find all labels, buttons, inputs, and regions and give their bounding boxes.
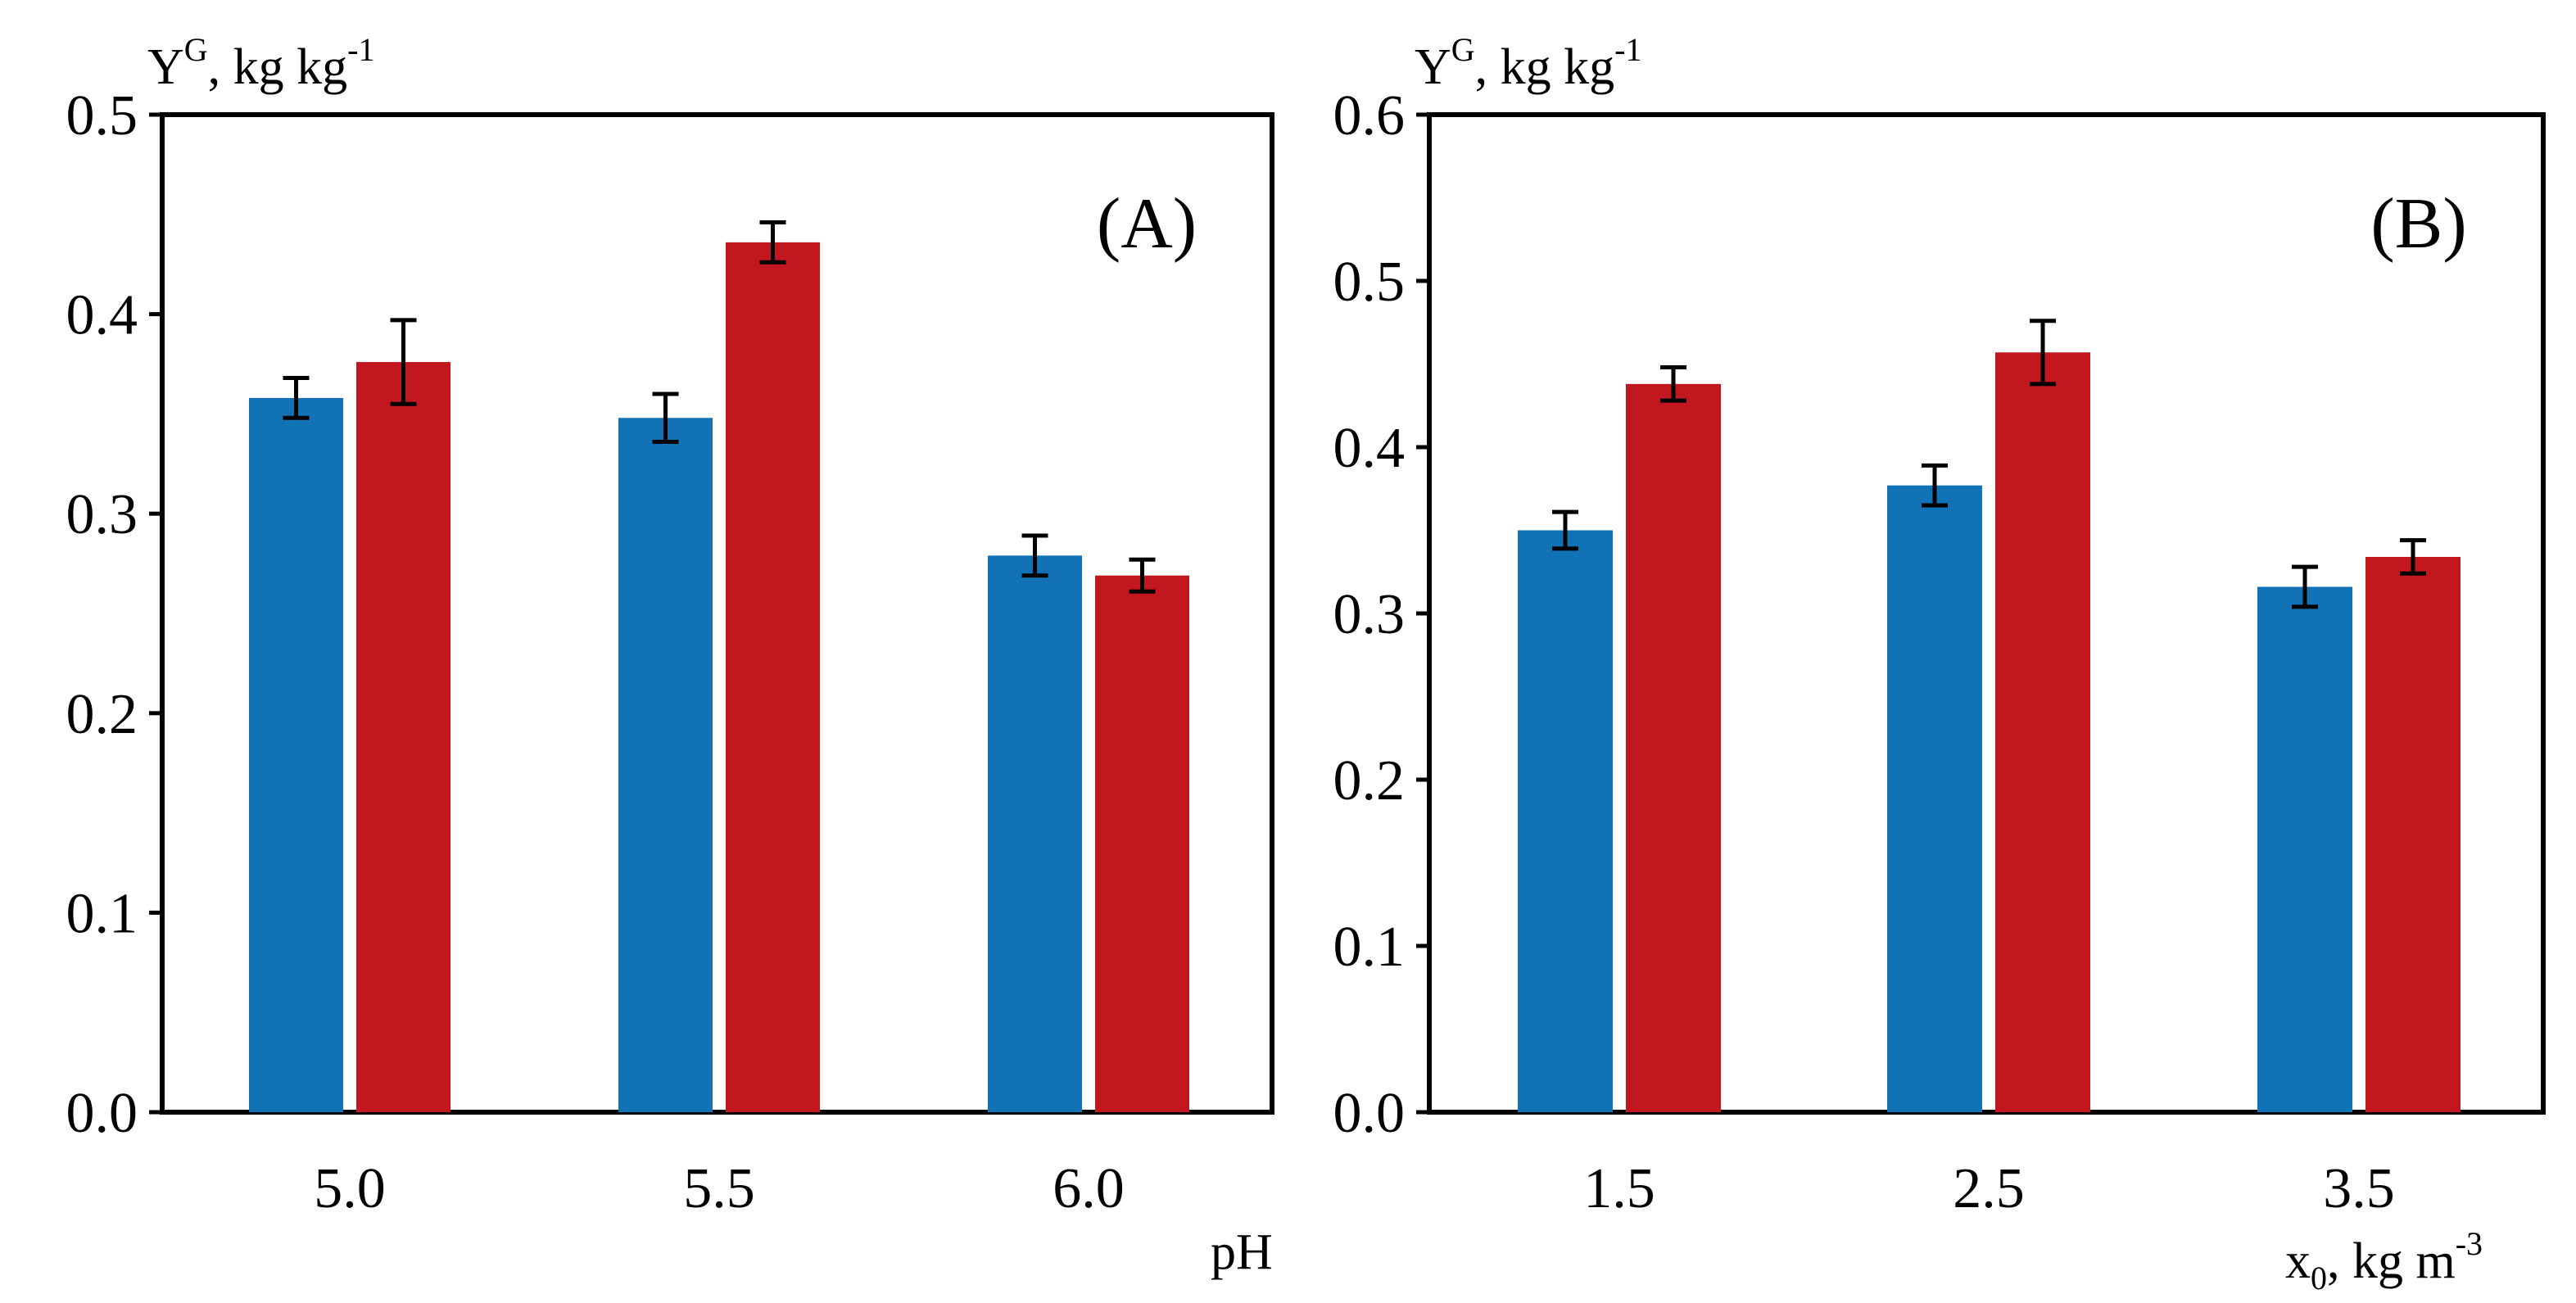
panel-b: YG, kg kg-1 x0, kg m-3 0.0 0.1 0.2 0.3 0.4 0.… bbox=[1333, 31, 2546, 1296]
panel-label: (B) bbox=[2370, 184, 2466, 264]
y-tick-label: 0.3 bbox=[1333, 583, 1406, 646]
x-axis-title-b: x0, kg m-3 bbox=[2285, 1225, 2483, 1296]
y-tick-label: 0.0 bbox=[66, 1082, 138, 1145]
bar-2 bbox=[356, 362, 450, 1113]
y-axis-title-a: YG, kg kg-1 bbox=[147, 31, 375, 95]
bar-2 bbox=[2365, 556, 2461, 1112]
bar-2 bbox=[1995, 352, 2090, 1112]
bar-1 bbox=[988, 555, 1082, 1112]
y-tick-label: 0.4 bbox=[1333, 417, 1406, 480]
y-tick-label: 0.1 bbox=[1333, 916, 1406, 979]
y-tick-label: 0.2 bbox=[66, 683, 138, 746]
x-category-label: 5.5 bbox=[683, 1157, 755, 1220]
x-category-label: 2.5 bbox=[1953, 1157, 2025, 1220]
x-category-label: 1.5 bbox=[1583, 1157, 1655, 1220]
y-tick-label: 0.4 bbox=[66, 284, 138, 347]
bar-1 bbox=[249, 397, 343, 1112]
bar-2 bbox=[726, 242, 820, 1112]
bar-1 bbox=[618, 418, 713, 1113]
panel-label: (A) bbox=[1097, 184, 1197, 264]
y-tick-label: 0.5 bbox=[1333, 251, 1406, 314]
x-category-label: 5.0 bbox=[314, 1157, 386, 1220]
x-axis-title-a: pH bbox=[1211, 1224, 1273, 1280]
y-tick-label: 0.2 bbox=[1333, 749, 1406, 812]
bar-2 bbox=[1626, 383, 1721, 1112]
bar-1 bbox=[1518, 530, 1613, 1112]
bar-2 bbox=[1095, 575, 1189, 1112]
y-tick-label: 0.5 bbox=[66, 84, 138, 147]
panel-a: YG, kg kg-1 pH 0.0 0.1 0.2 0.3 0.4 0.5 5.0 5.5 6… bbox=[66, 31, 1274, 1280]
y-tick-label: 0.6 bbox=[1333, 84, 1406, 147]
bar-1 bbox=[1887, 485, 1982, 1112]
y-tick-label: 0.1 bbox=[66, 882, 138, 945]
y-tick-label: 0.3 bbox=[66, 483, 138, 546]
x-category-label: 6.0 bbox=[1053, 1157, 1125, 1220]
plot-frame bbox=[160, 112, 1274, 1115]
x-category-label: 3.5 bbox=[2323, 1157, 2395, 1220]
y-tick-label: 0.0 bbox=[1333, 1082, 1406, 1145]
bar-1 bbox=[2257, 586, 2352, 1112]
y-axis-title-b: YG, kg kg-1 bbox=[1415, 31, 1642, 95]
